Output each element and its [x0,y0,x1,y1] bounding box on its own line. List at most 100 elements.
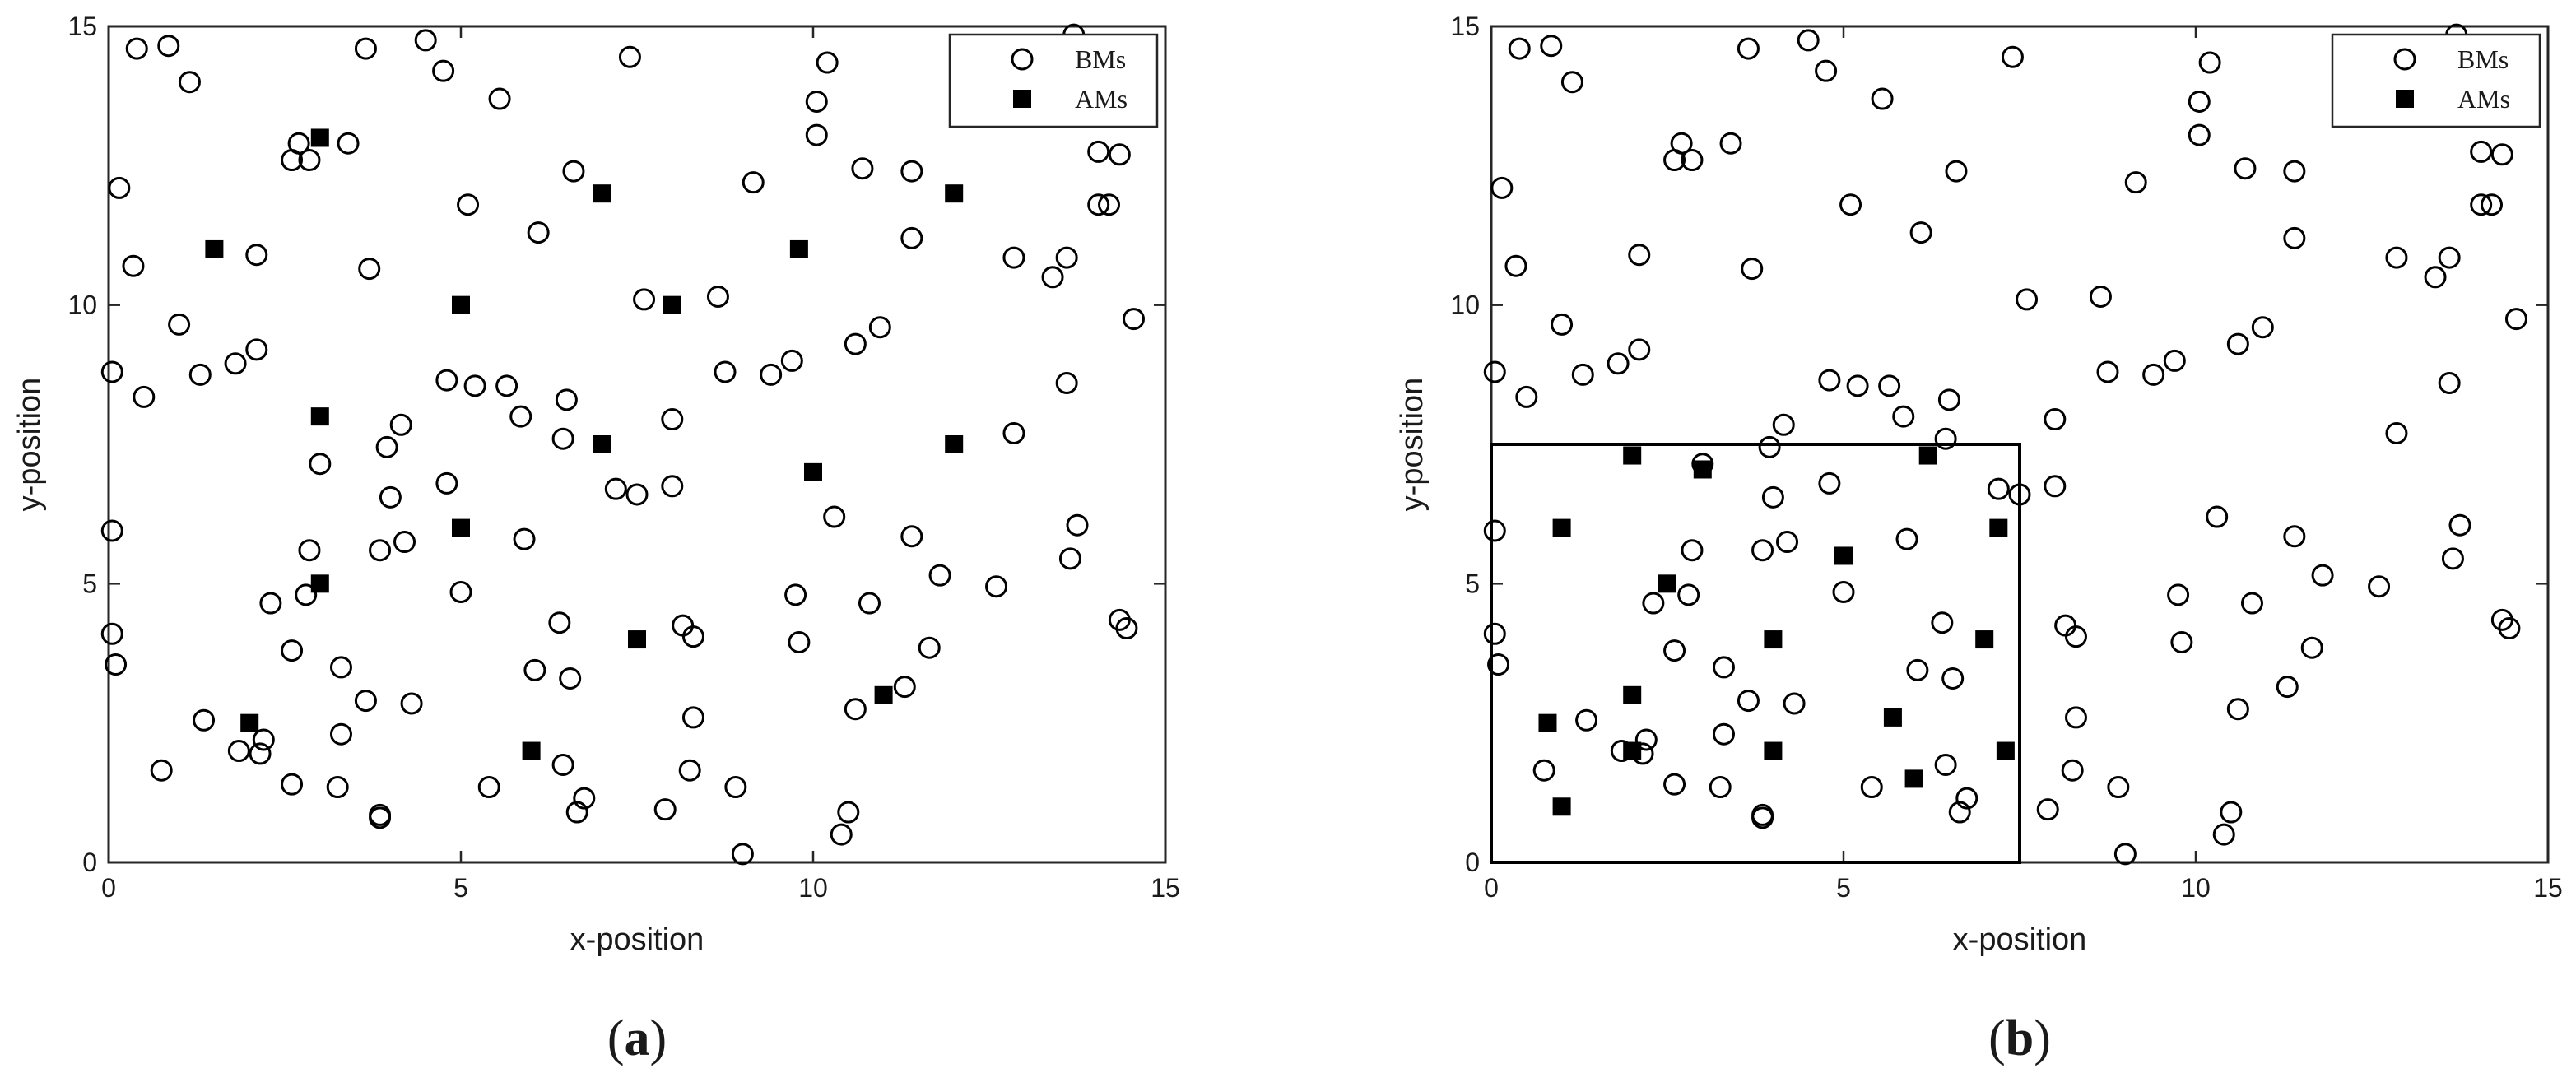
bm-point [2368,575,2391,598]
y-tick-label: 5 [1465,569,1480,598]
bm-point [379,485,402,509]
bm-point [1681,539,1704,562]
bm-point [2234,157,2257,180]
bm-point [2311,564,2334,587]
bm-point [1628,338,1651,361]
bm-point [1483,622,1506,645]
bm-point [2170,630,2193,653]
bm-point [805,90,828,113]
bm-point [1002,421,1025,444]
am-point [1883,708,1902,727]
bm-point [193,708,216,732]
bm-point [858,592,881,615]
bm-point [1945,160,1968,183]
bm-point [245,244,268,267]
bm-point [1776,531,1799,554]
bm-point [227,740,250,763]
bm-point [369,806,392,829]
bm-point [2438,371,2461,394]
bm-point [900,525,923,548]
bm-point [844,698,867,721]
bm-point [495,374,518,397]
bm-point [150,759,173,782]
bm-point [1909,221,1932,244]
bm-point [2016,288,2039,311]
bm-point [2251,316,2274,339]
bm-point [555,388,578,411]
am-point [522,741,541,760]
bm-point [788,630,811,653]
bm-point [122,254,145,277]
bm-point [1818,471,1841,495]
bm-point [488,87,511,110]
bm-point [2385,246,2408,269]
y-axis-label: y-position [1395,378,1430,512]
x-tick-label: 10 [2181,873,2211,903]
bm-point [1987,477,2010,500]
y-tick-label: 10 [1450,290,1480,320]
bm-point [393,531,416,554]
bm-point [1737,37,1760,60]
bm-point [133,385,156,408]
bm-point [2188,123,2211,146]
bm-point [1663,773,1686,796]
bm-point [1560,71,1583,94]
bm-point [249,742,272,765]
bm-point [523,658,546,681]
bm-point [1670,132,1693,155]
legend-am-label: AMs [2457,84,2510,114]
x-tick-label: 5 [1836,873,1851,903]
bm-point [108,176,131,199]
bm-point [100,622,123,645]
bm-point [100,360,123,383]
bm-point [893,676,916,699]
bm-point [2061,759,2084,782]
bm-point [784,583,807,606]
bm-point [295,583,318,606]
am-point [804,462,822,481]
bm-point [1607,352,1630,375]
bm-point [548,611,571,634]
bm-point [375,435,398,458]
am-point [663,295,681,314]
bm-point [2212,823,2235,846]
bm-point [298,539,321,562]
bm-point [830,823,853,846]
x-tick-label: 10 [798,873,828,903]
bm-point [369,539,392,562]
y-axis-label: y-position [12,378,47,512]
panel-label: (b) [1988,1010,2051,1066]
bm-point [1712,722,1735,746]
am-point [1623,685,1642,704]
bm-point [259,592,282,615]
x-tick-label: 15 [2533,873,2563,903]
am-point [1989,518,2008,537]
legend-box [2331,33,2541,128]
bm-point [400,692,423,715]
bm-point [1634,728,1658,751]
bm-point [2142,363,2165,386]
am-point [1623,741,1642,760]
bm-point [2113,843,2137,866]
am-point [240,713,259,732]
bm-point [1628,244,1651,267]
bm-point [900,160,923,183]
bm-point [2424,266,2447,289]
legend-bm-marker [2393,48,2416,71]
region-box [1490,443,2021,864]
am-point [593,435,611,453]
bm-point [100,519,123,542]
bm-point [309,453,332,476]
bm-point [1122,308,1145,331]
bm-point [2064,625,2087,648]
bm-point [985,575,1008,598]
bm-point [1878,374,1901,397]
bm-point [551,753,574,776]
bm-point [2385,421,2408,444]
x-tick-label: 0 [1484,873,1499,903]
bm-point [2441,547,2464,570]
bm-point [780,349,803,372]
bm-point [287,132,310,155]
bm-point [1906,658,1929,681]
bm-point [2504,308,2527,331]
